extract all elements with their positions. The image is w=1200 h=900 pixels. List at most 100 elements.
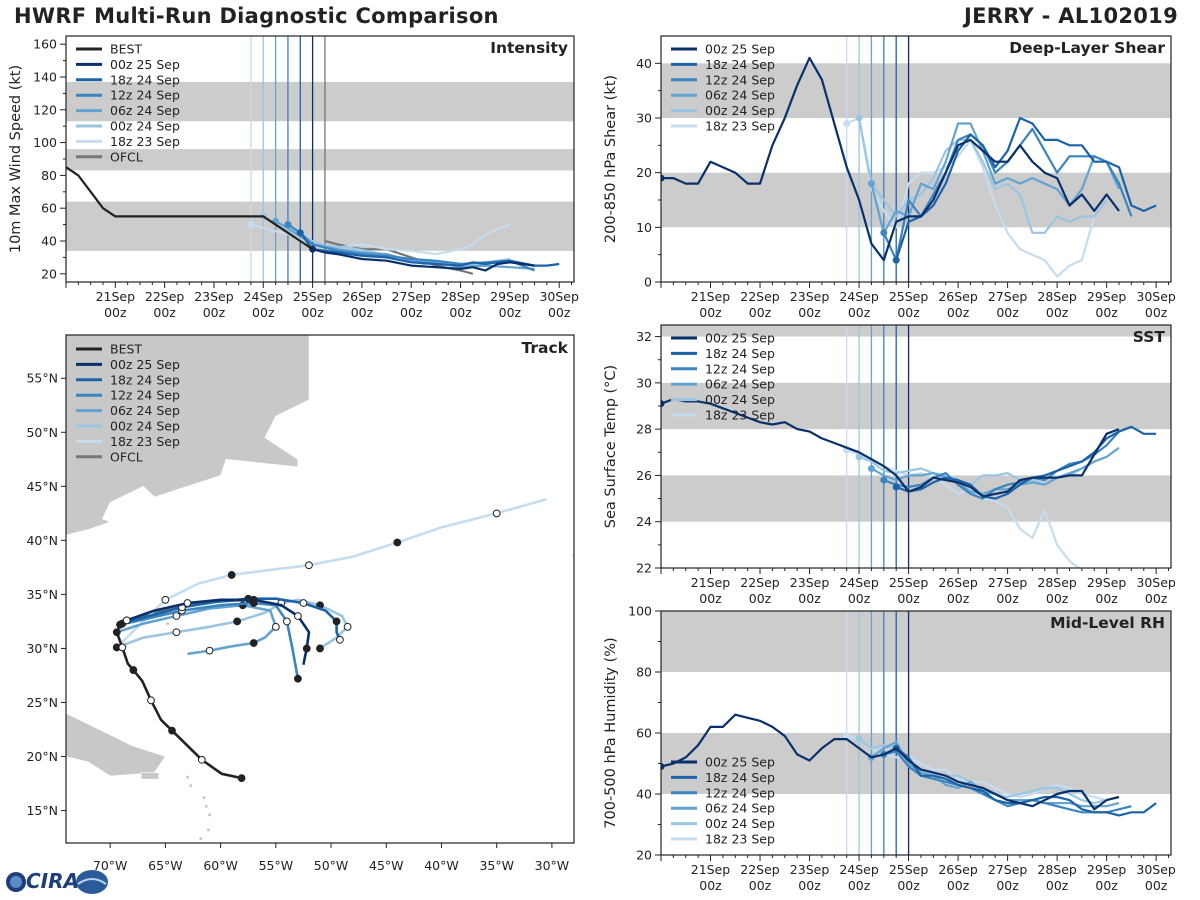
track-point [116,620,125,629]
x-tick-label: 00z [798,878,821,893]
legend-label: 18z 24 Sep [110,372,180,387]
y-tick-label: 40 [636,787,652,802]
band [661,733,1171,794]
series-18z-24-sep [895,116,1157,261]
x-tick-label: 40°W [424,858,459,873]
x-tick-label: 00z [897,305,920,320]
band [661,325,1171,337]
y-tick-label: 100 [628,604,652,619]
series-18z-24-sep [895,425,1157,500]
y-tick-label: 55°N [26,371,58,386]
x-tick-label: 00z [996,591,1019,606]
y-tick-label: 35°N [26,587,58,602]
y-tick-label: 100 [33,135,57,150]
x-tick-label: 25Sep [889,575,929,590]
track-point [168,726,176,735]
series-start-marker [661,400,665,408]
track-point [172,628,181,637]
x-tick-label: 55°W [259,858,294,873]
series-start-marker [880,229,888,237]
track-point [335,635,344,644]
legend-label: 00z 24 Sep [110,419,180,434]
storm-name: JERRY - AL102019 [964,4,1178,28]
y-tick-label: 30 [636,375,652,390]
y-tick-label: 40°N [26,533,58,548]
y-tick-label: 22 [636,561,652,576]
x-tick-label: 26Sep [938,575,978,590]
legend-label: 18z 23 Sep [705,119,775,134]
island [600,563,603,566]
legend-label: 18z 23 Sep [705,832,775,847]
x-tick-label: 00z [499,305,522,320]
y-tick-label: 80 [636,665,652,680]
legend-label: 00z 24 Sep [705,816,775,831]
y-tick-label: 20 [41,266,57,281]
x-tick-label: 24Sep [839,575,879,590]
legend-label: 00z 25 Sep [705,42,775,57]
legend-label: 06z 24 Sep [705,377,775,392]
series-start-marker [247,221,255,229]
y-axis-label: 700-500 hPa Humidity (%) [603,637,619,828]
track-point [205,646,214,655]
x-tick-label: 24Sep [839,289,879,304]
legend-label: 00z 25 Sep [705,331,775,346]
y-tick-label: 60 [41,201,57,216]
track-point [332,617,341,626]
x-tick-label: 22Sep [145,289,185,304]
plot-area [661,611,1171,855]
series-18z-24-sep [895,747,1157,817]
x-tick-label: 24Sep [244,289,284,304]
x-tick-label: 00z [897,878,920,893]
y-tick-label: 40 [636,56,652,71]
legend-label: 06z 24 Sep [110,103,180,118]
x-tick-label: 00z [996,305,1019,320]
x-tick-label: 30Sep [1136,862,1176,877]
x-tick-label: 00z [351,305,374,320]
island [185,775,189,779]
intensity-panel: 21Sep00z22Sep00z23Sep00z24Sep00z25Sep00z… [8,35,579,320]
series-start-marker [855,735,863,743]
track-point [393,538,402,547]
x-tick-label: 00z [449,305,472,320]
y-tick-label: 120 [33,102,57,117]
x-tick-label: 00z [1095,591,1118,606]
panel-title: Deep-Layer Shear [1009,39,1165,57]
x-tick-label: 26Sep [938,862,978,877]
series-start-marker [855,114,863,122]
x-tick-label: 21Sep [691,575,731,590]
track-06z-24-sep [116,603,278,656]
x-tick-label: 25Sep [889,289,929,304]
track-point [316,644,324,653]
sst-panel: 21Sep00z22Sep00z23Sep00z24Sep00z25Sep00z… [603,324,1176,606]
x-tick-label: 00z [947,591,970,606]
x-tick-label: 00z [947,878,970,893]
legend-label: 06z 24 Sep [705,801,775,816]
series-18z-23-sep [846,734,1107,802]
x-tick-label: 00z [749,305,772,320]
legend-label: 12z 24 Sep [705,72,775,87]
track-point [305,561,313,570]
x-tick-label: 00z [848,305,871,320]
series-start-marker [867,180,875,188]
x-tick-label: 65°W [148,858,183,873]
y-tick-label: 20 [636,165,652,180]
x-tick-label: 30°W [535,858,570,873]
band [661,475,1171,522]
x-tick-label: 70°W [93,858,128,873]
legend-label: 06z 24 Sep [705,88,775,103]
axes-frame [660,324,1172,569]
island [206,828,210,832]
legend-label: 12z 24 Sep [110,88,180,103]
x-tick-label: 27Sep [988,575,1028,590]
x-tick-label: 22Sep [740,862,780,877]
x-tick-label: 00z [749,878,772,893]
x-tick-label: 00z [897,591,920,606]
x-tick-label: 23Sep [790,289,830,304]
x-tick-label: 26Sep [938,289,978,304]
x-tick-label: 00z [798,305,821,320]
series-00z-25-sep [312,248,535,272]
track-point [233,617,242,626]
rh-panel: 21Sep00z22Sep00z23Sep00z24Sep00z25Sep00z… [603,604,1176,894]
series-start-marker [843,732,851,740]
x-tick-label: 29Sep [1087,289,1127,304]
